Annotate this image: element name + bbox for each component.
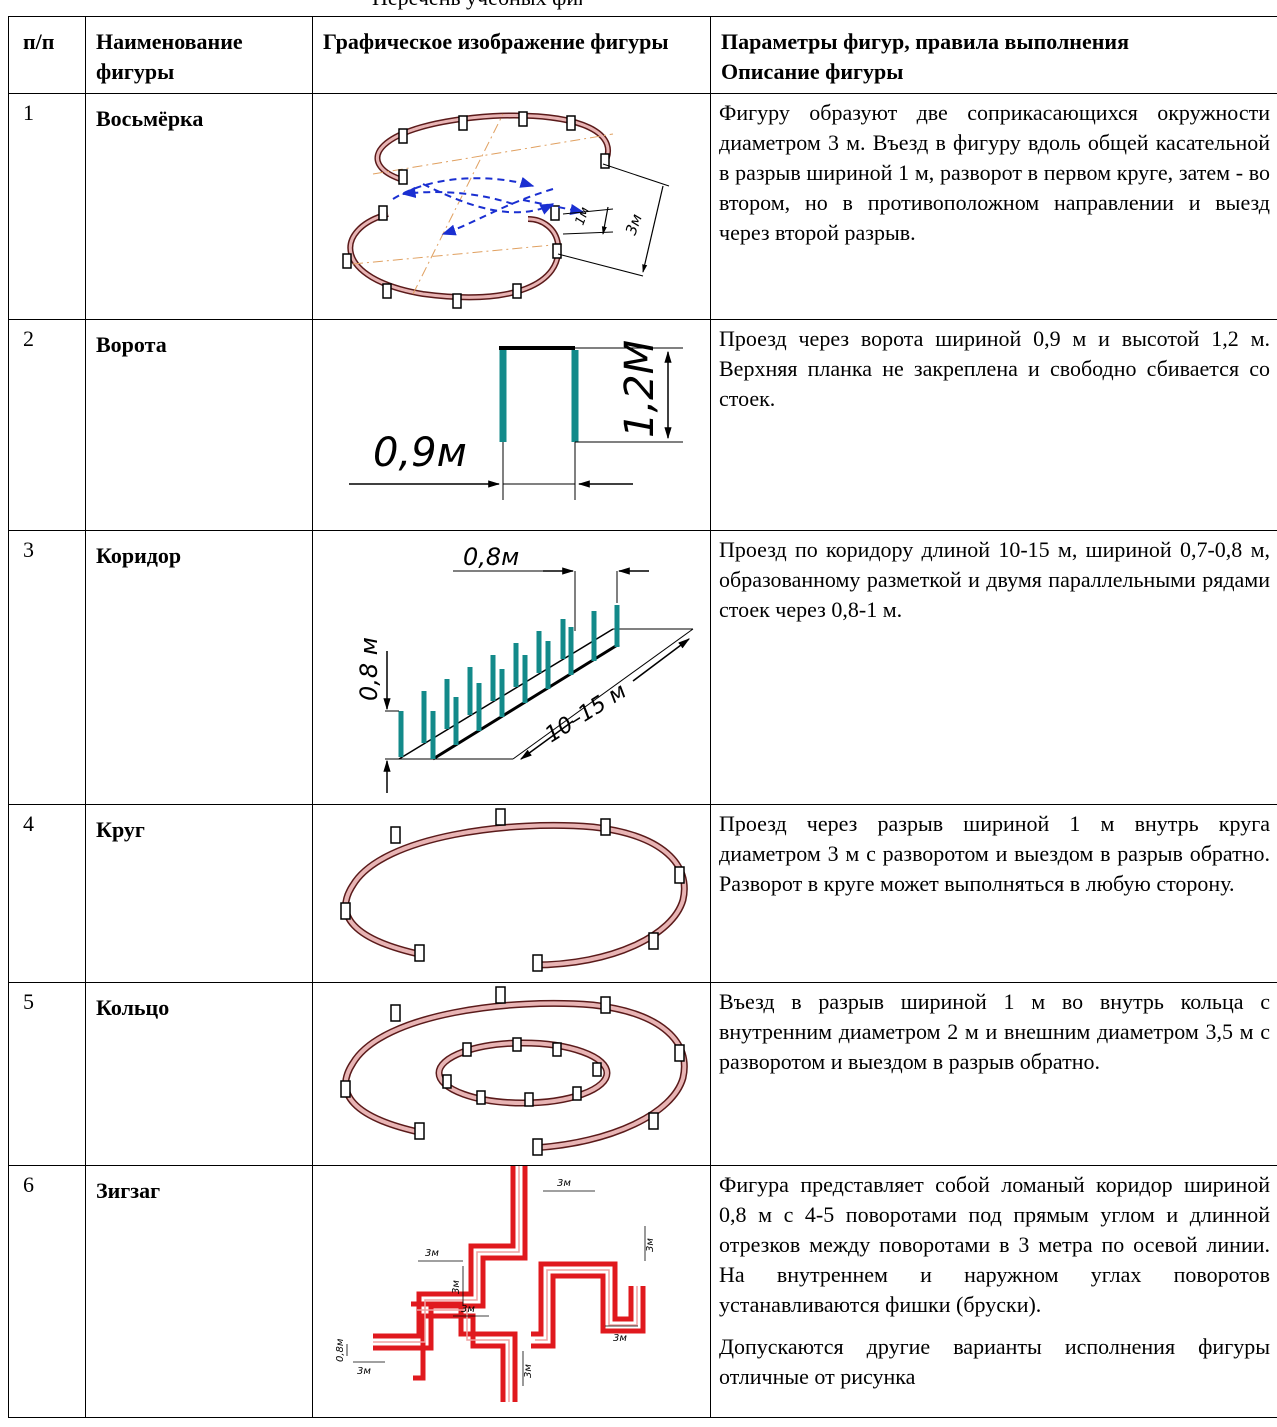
description-text: Фигура представляет собой ломаный коридо… <box>719 1172 1270 1317</box>
description-text: Въезд в разрыв шириной 1 м во внутрь кол… <box>719 989 1270 1074</box>
row-number: 2 <box>8 319 86 531</box>
figure-name: Круг <box>85 804 313 983</box>
figure-description: Въезд в разрыв шириной 1 м во внутрь кол… <box>710 982 1277 1166</box>
corridor-side-width-label: 0,8 м <box>355 637 383 701</box>
figure-name: Кольцо <box>85 982 313 1166</box>
header-desc-sub: Описание фигуры <box>721 59 904 84</box>
zigzag-drawing: 3м 3м 3м 3м 3м 3м 0,8м 3м 3м <box>312 1165 711 1418</box>
corridor-length-label: 10–15 м <box>541 679 631 748</box>
zigzag-dim-label: 3м <box>425 1248 439 1259</box>
zigzag-dim-label: 0,8м <box>335 1338 346 1362</box>
row-number: 1 <box>8 93 86 320</box>
description-text: Проезд через разрыв шириной 1 м внутрь к… <box>719 811 1270 896</box>
clipped-header-fragment: Перечень учебных фигур <box>372 0 582 10</box>
description-text: Проезд по коридору длиной 10-15 м, ширин… <box>719 537 1270 622</box>
row-number: 3 <box>8 530 86 805</box>
header-desc-title: Параметры фигур, правила выполнения <box>721 29 1129 54</box>
zigzag-dim-label: 3м <box>645 1238 656 1252</box>
gate-drawing: 0,9м 1,2М <box>312 319 711 531</box>
zigzag-dim-label: 3м <box>613 1333 627 1344</box>
figure-description: Проезд через ворота шириной 0,9 м и высо… <box>710 319 1277 531</box>
header-fragment-text: Перечень учебных фигур <box>372 0 582 10</box>
gate-width-label: 0,9м <box>373 430 467 476</box>
figure-eight-svg: 1м 3м <box>342 111 670 309</box>
gate-svg: 0,9м 1,2М <box>349 340 683 500</box>
table-row: 3 Коридор 10–15 м <box>8 530 1277 805</box>
zigzag-dim-label: 3м <box>357 1366 371 1377</box>
table-header-row: п/п Наименование фигуры Графическое изоб… <box>8 16 1277 94</box>
header-image: Графическое изображение фигуры <box>312 16 711 94</box>
figure-name: Зигзаг <box>85 1165 313 1418</box>
table-row: 5 Кольцо Въезд в разрыв ши <box>8 982 1277 1166</box>
header-num: п/п <box>8 16 86 94</box>
row-number: 6 <box>8 1165 86 1418</box>
description-note: Допускаются другие варианты исполнения ф… <box>719 1334 1270 1389</box>
figure-description: Фигура представляет собой ломаный коридо… <box>710 1165 1277 1418</box>
zigzag-svg: 3м 3м 3м 3м 3м 3м 0,8м 3м 3м <box>335 1166 656 1402</box>
table-row: 6 Зигзаг <box>8 1165 1277 1418</box>
table-row: 4 Круг Проезд через разрыв шириной 1 м в… <box>8 804 1277 983</box>
corridor-svg: 10–15 м 0,8м <box>355 543 694 793</box>
figure-name: Коридор <box>85 530 313 805</box>
zigzag-dim-label: 3м <box>451 1280 462 1294</box>
dim-3m-label: 3м <box>622 212 646 238</box>
row-number: 5 <box>8 982 86 1166</box>
zigzag-dim-label: 3м <box>523 1364 534 1378</box>
circle-svg <box>340 808 688 972</box>
ring-drawing <box>312 982 711 1166</box>
figure-description: Проезд через разрыв шириной 1 м внутрь к… <box>710 804 1277 983</box>
corridor-top-width-label: 0,8м <box>463 543 519 571</box>
table-row: 1 Восьмёрка <box>8 93 1277 320</box>
header-name: Наименование фигуры <box>85 16 313 94</box>
corridor-drawing: 10–15 м 0,8м <box>312 530 711 805</box>
circle-drawing <box>312 804 711 983</box>
figure-eight-drawing: 1м 3м <box>312 93 711 320</box>
zigzag-dim-label: 3м <box>461 1304 475 1315</box>
ring-lower <box>347 211 562 301</box>
figures-table: п/п Наименование фигуры Графическое изоб… <box>8 16 1277 1418</box>
dim-1m-label: 1м <box>573 205 593 227</box>
figure-description: Фигуру образуют две соприкасающихся окру… <box>710 93 1277 320</box>
description-text: Проезд через ворота шириной 0,9 м и высо… <box>719 326 1270 411</box>
description-text: Фигуру образуют две соприкасающихся окру… <box>719 100 1270 245</box>
zigzag-dim-label: 3м <box>557 1178 571 1189</box>
gate-height-label: 1,2М <box>617 340 663 438</box>
figure-name: Ворота <box>85 319 313 531</box>
row-number: 4 <box>8 804 86 983</box>
table-row: 2 Ворота 0,9м 1,2М Проезд через вор <box>8 319 1277 531</box>
ring-svg <box>340 986 688 1156</box>
figure-name: Восьмёрка <box>85 93 313 320</box>
header-desc: Параметры фигур, правила выполнения Опис… <box>710 16 1277 94</box>
figure-description: Проезд по коридору длиной 10-15 м, ширин… <box>710 530 1277 805</box>
